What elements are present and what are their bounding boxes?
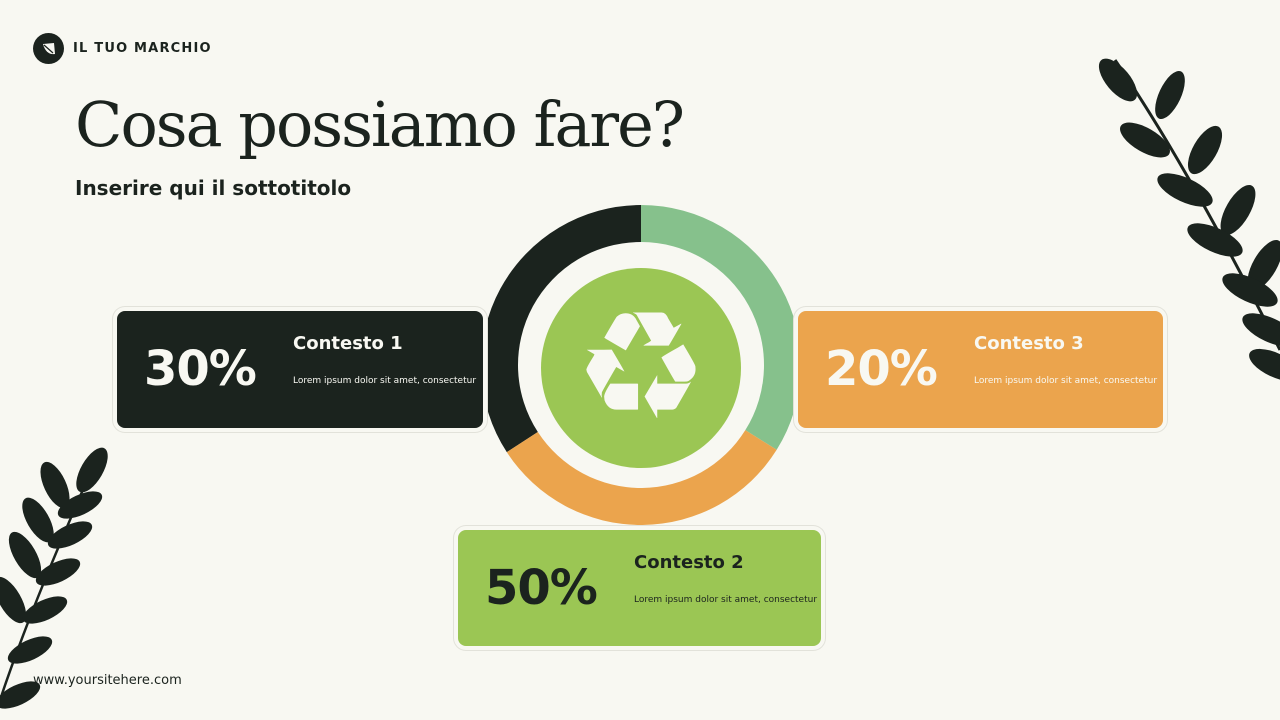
card-percentage: 20% — [825, 341, 938, 397]
donut-segment-contesto-3 — [641, 205, 801, 450]
brand: IL TUO MARCHIO — [33, 33, 212, 64]
card-contesto-3: 20% Contesto 3 Lorem ipsum dolor sit ame… — [798, 311, 1163, 428]
donut-segment-contesto-2 — [506, 430, 777, 525]
leaf-branch-decoration — [1098, 58, 1280, 380]
center-circle — [541, 268, 741, 468]
footer-website: www.yoursitehere.com — [33, 673, 182, 688]
leaf-branch-decoration — [0, 447, 108, 709]
card-title: Contesto 3 — [974, 333, 1084, 354]
card-description: Lorem ipsum dolor sit amet, consectetur — [974, 376, 1158, 386]
card-percentage: 50% — [485, 560, 598, 616]
donut-segment-contesto-1 — [481, 205, 641, 453]
card-title: Contesto 2 — [634, 552, 744, 573]
brand-name: IL TUO MARCHIO — [73, 41, 212, 56]
card-percentage: 30% — [144, 341, 257, 397]
card-description: Lorem ipsum dolor sit amet, consectetur — [293, 376, 477, 386]
card-contesto-1: 30% Contesto 1 Lorem ipsum dolor sit ame… — [117, 311, 483, 428]
card-title: Contesto 1 — [293, 333, 403, 354]
recycle-icon: ♻ — [574, 280, 708, 454]
card-contesto-2: 50% Contesto 2 Lorem ipsum dolor sit ame… — [458, 530, 821, 646]
leaf-icon — [33, 33, 64, 64]
page-title: Cosa possiamo fare? — [75, 88, 685, 161]
page-subtitle: Inserire qui il sottotitolo — [75, 176, 352, 200]
card-description: Lorem ipsum dolor sit amet, consectetur — [634, 595, 818, 605]
